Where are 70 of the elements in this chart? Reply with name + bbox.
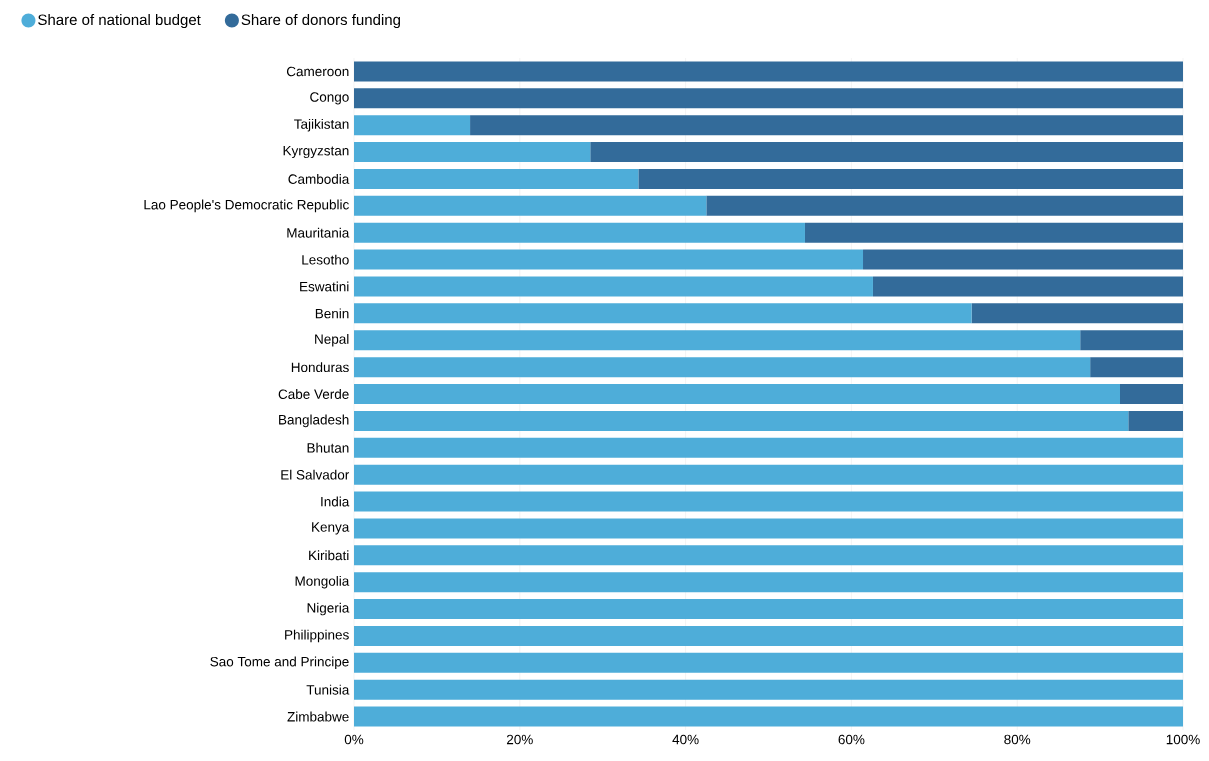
y-tick-label: Honduras xyxy=(291,362,349,373)
bar xyxy=(354,679,1184,700)
bar xyxy=(706,195,1184,216)
y-tick-label: Mauritania xyxy=(287,227,350,238)
x-tick-label: 40% xyxy=(672,734,699,745)
y-tick-label: Sao Tome and Principe xyxy=(210,656,349,670)
bar xyxy=(354,599,1184,620)
bar xyxy=(354,195,707,216)
x-tick-label: 60% xyxy=(838,734,865,745)
bar xyxy=(354,572,1184,593)
bar xyxy=(354,491,1184,512)
y-tick-label: Nigeria xyxy=(307,602,350,616)
bar xyxy=(354,384,1120,404)
y-tick-label: Zimbabwe xyxy=(287,711,349,722)
bar xyxy=(590,142,1184,163)
bar xyxy=(1120,384,1184,404)
y-tick-label: Tunisia xyxy=(306,684,350,695)
y-tick-label: El Salvador xyxy=(281,469,350,480)
bar xyxy=(354,545,1184,566)
x-tick-label: 0% xyxy=(344,734,364,745)
bar xyxy=(354,61,1184,82)
bar xyxy=(354,222,805,243)
bar xyxy=(354,330,1081,351)
y-tick-label: Tajikistan xyxy=(294,118,349,132)
y-tick-label: Bangladesh xyxy=(279,414,349,428)
y-tick-label: Kiribati xyxy=(309,550,349,561)
bar xyxy=(872,276,1184,297)
x-tick-label: 20% xyxy=(506,734,533,745)
x-tick-label: 100% xyxy=(1166,734,1200,745)
bar xyxy=(1080,330,1184,351)
y-tick-label: Benin xyxy=(315,308,349,319)
y-tick-label: Philippines xyxy=(285,629,349,643)
bar xyxy=(470,115,1184,136)
y-tick-label: Kyrgyzstan xyxy=(283,146,349,159)
y-tick-label: Cabe Verde xyxy=(278,389,349,399)
bar xyxy=(354,303,972,324)
bar xyxy=(354,652,1184,673)
bar xyxy=(863,249,1184,270)
y-tick-label: Lao People's Democratic Republic xyxy=(144,199,349,213)
bar xyxy=(971,303,1184,324)
bar xyxy=(354,168,639,189)
bar xyxy=(1090,357,1184,378)
bar xyxy=(354,437,1184,458)
bar xyxy=(354,518,1184,539)
y-tick-label: Eswatini xyxy=(300,281,349,292)
y-tick-label: Nepal xyxy=(315,333,349,347)
bar xyxy=(354,357,1091,378)
legend-label: Share of donors funding xyxy=(241,14,400,29)
x-tick-label: 80% xyxy=(1004,734,1031,745)
bar xyxy=(354,249,864,270)
bar xyxy=(804,222,1184,243)
bar xyxy=(354,142,591,163)
y-tick-label: Cambodia xyxy=(288,174,350,184)
y-tick-label: Bhutan xyxy=(307,442,349,453)
bar xyxy=(1128,410,1184,431)
bar xyxy=(354,276,873,297)
y-tick-label: India xyxy=(321,496,350,507)
bar xyxy=(354,88,1184,109)
y-tick-label: Congo xyxy=(310,92,349,105)
y-tick-label: Kenya xyxy=(312,522,350,535)
bar xyxy=(354,464,1184,485)
bar xyxy=(354,115,471,136)
y-tick-label: Lesotho xyxy=(302,254,349,265)
y-tick-label: Mongolia xyxy=(295,575,350,589)
legend-label: Share of national budget xyxy=(38,14,201,29)
bar xyxy=(354,410,1129,431)
y-tick-label: Cameroon xyxy=(286,66,349,77)
bar xyxy=(354,625,1184,646)
bar xyxy=(638,168,1184,189)
bar xyxy=(354,706,1184,727)
